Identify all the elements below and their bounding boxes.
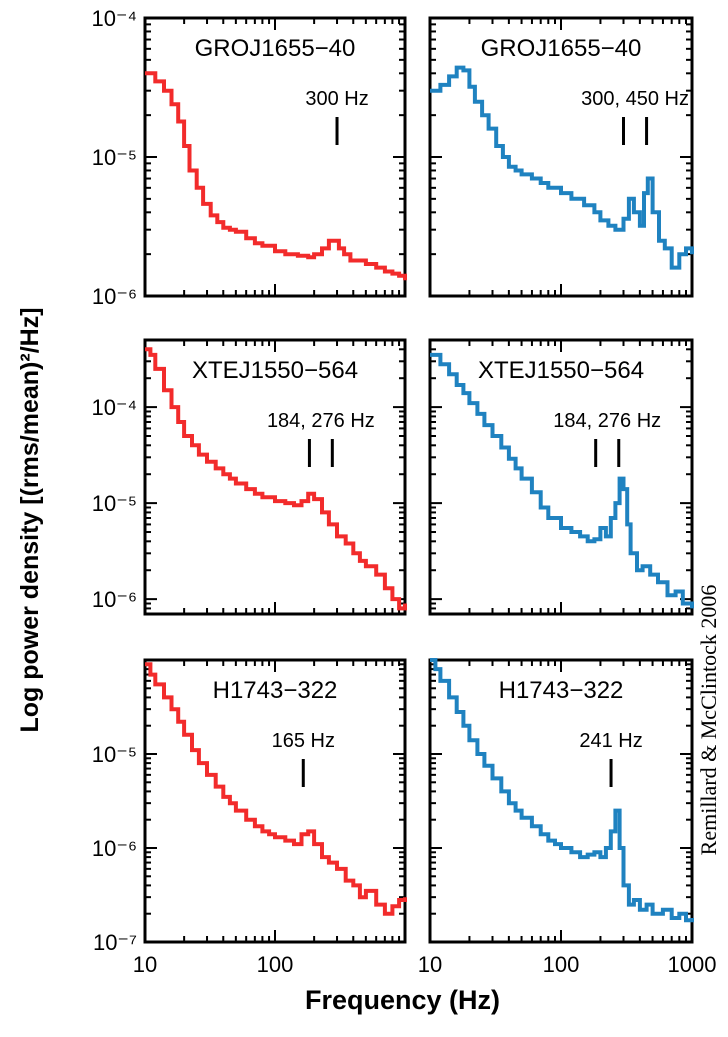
qpo-marker-label: 300, 450 Hz [581,88,689,110]
series-line [430,65,694,270]
panel-title: GROJ1655−40 [195,35,356,62]
y-tick-label: 10⁻⁷ [93,930,137,955]
x-tick-label: 10 [133,952,157,977]
y-tick-label: 10⁻⁵ [92,491,137,516]
x-axis-label: Frequency (Hz) [305,985,501,1015]
y-tick-label: 10⁻⁴ [91,395,137,420]
panel-bottom-right: 10 100 1000 H1743−322 241 Hz [418,658,717,977]
y-tick-label: 10⁻⁶ [92,836,137,861]
y-axis-label-container: Log power density [(rms/mean)²/Hz] [16,307,44,732]
series-line [145,71,407,281]
panel-title: XTEJ1550−564 [478,357,644,384]
series-line [430,658,694,923]
series-line [145,347,407,611]
panel-title: XTEJ1550−564 [192,357,358,384]
panel-title: H1743−322 [499,677,624,704]
panel-top-left: 10⁻⁶ 10⁻⁵ 10⁻⁴ GROJ1655−40 300 Hz [91,6,407,309]
panel-title: GROJ1655−40 [481,35,642,62]
credit-text: Remillard & McClintock 2006 [696,585,721,856]
qpo-marker-label: 184, 276 Hz [553,410,661,432]
qpo-marker-label: 300 Hz [305,88,368,110]
panel-middle-left: 10⁻⁶ 10⁻⁵ 10⁻⁴ XTEJ1550−564 184, 276 Hz [91,338,407,616]
y-axis-label: Log power density [(rms/mean)²/Hz] [16,307,44,732]
panel-top-right: GROJ1655−40 300, 450 Hz [428,16,694,298]
y-tick-label: 10⁻⁶ [92,587,137,612]
y-tick-label: 10⁻⁵ [92,145,137,170]
x-tick-label: 100 [543,952,580,977]
series-line [145,662,407,916]
qpo-marker-label: 184, 276 Hz [267,410,375,432]
panel-middle-right: XTEJ1550−564 184, 276 Hz [428,338,694,616]
y-tick-label: 10⁻⁵ [92,742,137,767]
qpo-marker-label: 241 Hz [579,730,642,752]
series-line [430,352,694,609]
x-tick-label: 100 [257,952,294,977]
panel-title: H1743−322 [213,677,338,704]
x-tick-label: 1000 [668,952,717,977]
y-tick-label: 10⁻⁶ [92,284,137,309]
panel-bottom-left: 10⁻⁷ 10⁻⁶ 10⁻⁵ 10 100 H1743−322 165 Hz [92,658,407,977]
x-tick-label: 10 [418,952,442,977]
y-tick-label: 10⁻⁴ [91,6,137,31]
credit-container: Remillard & McClintock 2006 [696,585,721,856]
qpo-marker-label: 165 Hz [272,730,335,752]
